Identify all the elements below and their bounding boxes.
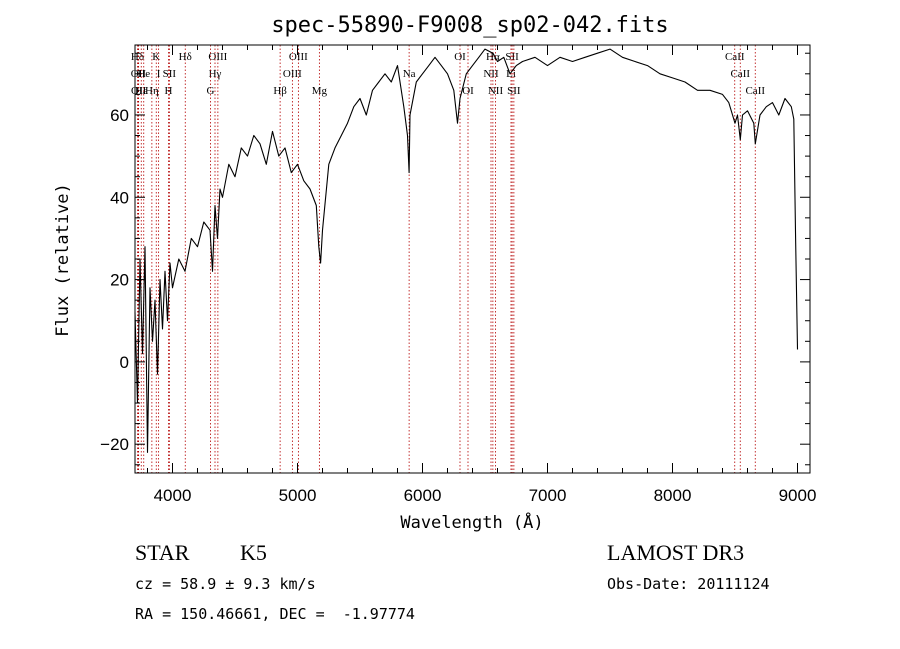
y-tick-label: 20 <box>110 271 129 290</box>
marker-label: G <box>207 85 215 97</box>
x-tick-label: 5000 <box>279 486 317 505</box>
plot-frame <box>134 44 811 474</box>
marker-label: SII <box>507 85 521 97</box>
x-tick-label: 6000 <box>404 486 442 505</box>
marker-label: OIII <box>289 51 308 63</box>
marker-label: OI <box>454 51 466 63</box>
marker-label: Hδ <box>179 51 192 63</box>
x-tick-label: 8000 <box>654 486 692 505</box>
y-axis-label: Flux (relative) <box>53 183 73 337</box>
x-tick-label: 9000 <box>779 486 817 505</box>
y-tick-label: 60 <box>110 106 129 125</box>
marker-label: Hη <box>145 85 159 97</box>
redshift-text: cz = 58.9 ± 9.3 km/s <box>135 575 316 593</box>
marker-label: K <box>152 51 160 63</box>
marker-label: OIII <box>208 51 227 63</box>
flux-series-line <box>134 48 799 453</box>
chart-title: spec-55890-F9008_sp02-042.fits <box>271 13 668 38</box>
series-group <box>134 48 799 453</box>
coordinates: RA = 150.46661, DEC = -1.97774 <box>135 605 415 623</box>
marker-label: Mg <box>312 85 328 97</box>
marker-label: He <box>137 68 150 80</box>
marker-label: Hγ <box>209 68 222 80</box>
marker-label: SII <box>163 68 177 80</box>
marker-label: SII <box>505 51 519 63</box>
x-axis-label: Wavelength (Å) <box>400 511 543 533</box>
marker-label: CaII <box>745 85 765 97</box>
marker-label: OIII <box>283 68 302 80</box>
y-tick-label: −20 <box>100 435 129 454</box>
marker-label: I <box>157 68 161 80</box>
marker-label: Li <box>506 68 516 80</box>
marker-label: H <box>165 85 173 97</box>
marker-label: CaII <box>730 68 750 80</box>
obs-date: Obs-Date: 20111124 <box>607 575 770 593</box>
y-tick-label: 40 <box>110 188 129 207</box>
y-tick-label: 0 <box>120 353 129 372</box>
survey-name: LAMOST DR3 <box>607 540 745 565</box>
marker-label: Hδ <box>131 51 144 63</box>
x-tick-label: 7000 <box>529 486 567 505</box>
object-subclass: K5 <box>240 540 267 565</box>
marker-label: NII <box>483 68 499 80</box>
marker-label: NII <box>488 85 504 97</box>
x-tick-label: 4000 <box>154 486 192 505</box>
marker-label: Na <box>403 68 416 80</box>
marker-label: OI <box>462 85 474 97</box>
spectrum-chart: spec-55890-F9008_sp02-042.fits HδOIIOIIH… <box>53 13 816 533</box>
marker-label: Hβ <box>273 85 287 97</box>
object-class: STAR <box>135 540 190 565</box>
marker-label: CaII <box>725 51 745 63</box>
axis-ticks: 4000 5000 6000 7000 8000 9000 −20 0 20 40 60 <box>100 45 816 505</box>
